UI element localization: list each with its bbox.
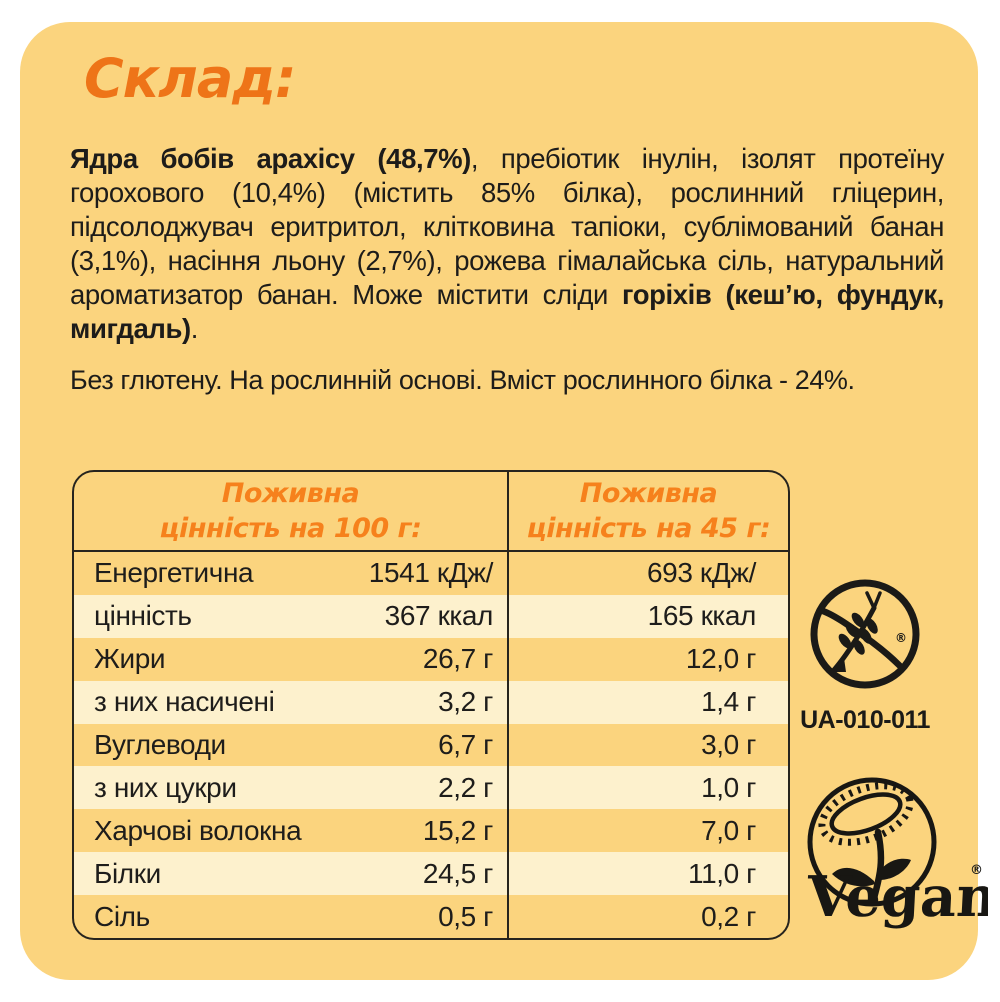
value-per-45g: 165 ккал — [647, 600, 757, 632]
table-row: цінність 367 ккал 165 ккал — [74, 594, 788, 638]
nutrient-label: Жири — [94, 643, 166, 675]
value-per-45g: 12,0 г — [685, 643, 756, 675]
value-per-100g: 1541 кДж/ — [324, 552, 509, 595]
vegan-sunflower-icon: Vegan ® — [805, 777, 999, 930]
column-header-per-45g: Поживна цінність на 45 г: — [526, 478, 771, 544]
value-per-45g: 693 кДж/ — [646, 557, 756, 589]
nutrition-table: Поживна цінність на 100 г: Поживна цінні… — [72, 470, 790, 940]
registered-mark: ® — [970, 863, 983, 878]
value-per-100g: 15,2 г — [324, 809, 509, 853]
value-per-45g: 0,2 г — [701, 900, 756, 932]
value-per-100g: 0,5 г — [324, 895, 509, 938]
value-per-100g: 2,2 г — [324, 766, 509, 810]
nutrient-label: з них насичені — [94, 686, 275, 718]
gluten-free-certification: ® UA-010-011 — [790, 574, 940, 735]
value-per-100g: 6,7 г — [324, 723, 509, 767]
registered-mark: ® — [895, 631, 907, 645]
vegan-word: Vegan — [805, 864, 988, 930]
nutrient-label: цінність — [94, 600, 192, 632]
value-per-100g: 3,2 г — [324, 680, 509, 724]
gluten-free-code: UA-010-011 — [800, 706, 930, 734]
table-row: Харчові волокна 15,2 г 7,0 г — [74, 809, 788, 853]
gluten-free-crossed-grain-icon: ® — [810, 579, 920, 689]
table-row: Жири 26,7 г 12,0 г — [74, 637, 788, 681]
value-per-45g: 3,0 г — [701, 729, 756, 760]
table-row: з них цукри 2,2 г 1,0 г — [74, 766, 788, 810]
nutrient-label: Білки — [94, 857, 161, 889]
value-per-45g: 7,0 г — [701, 814, 756, 846]
table-row: Вуглеводи 6,7 г 3,0 г — [74, 723, 788, 767]
ingredient-bold-run: Ядра бобів арахісу (48,7%) — [70, 143, 471, 174]
value-per-100g: 26,7 г — [324, 637, 509, 681]
nutrient-label: з них цукри — [94, 771, 237, 803]
ingredient-text-run: . — [190, 313, 199, 344]
column-header-per-100g: Поживна цінність на 100 г: — [74, 472, 509, 550]
nutrient-label: Сіль — [94, 900, 150, 932]
value-per-45g: 1,4 г — [701, 686, 756, 718]
value-per-100g: 24,5 г — [324, 852, 509, 896]
label-card: Склад: Ядра бобів арахісу (48,7%), пребі… — [20, 22, 999, 980]
table-row: Білки 24,5 г 11,0 г — [74, 852, 788, 896]
nutrition-table-body: Енергетична 1541 кДж/693 кДж/цінність 367 … — [74, 552, 788, 938]
page-title: Склад: — [84, 47, 296, 110]
nutrient-label: Харчові волокна — [94, 814, 302, 846]
table-row: з них насичені 3,2 г 1,4 г — [74, 680, 788, 724]
ingredient-text-run: , пребіотик інулін, ізолят протеїну горо… — [70, 143, 944, 310]
value-per-45g: 1,0 г — [701, 771, 756, 803]
ingredients-text: Ядра бобів арахісу (48,7%), пребіотик ін… — [70, 142, 944, 346]
table-row: Сіль 0,5 г 0,2 г — [74, 895, 788, 938]
value-per-100g: 367 ккал — [324, 594, 509, 638]
nutrient-label: Вуглеводи — [94, 729, 226, 760]
nutrient-label: Енергетична — [94, 557, 254, 589]
ingredient-bold-run: горіхів (кеш’ю, фундук, мигдаль) — [70, 279, 944, 344]
value-per-45g: 11,0 г — [687, 857, 756, 889]
table-row: Енергетична 1541 кДж/693 кДж/ — [74, 552, 788, 595]
vegan-certification: Vegan ® — [788, 768, 999, 933]
claims-text: Без глютену. На рослинній основі. Вміст … — [70, 365, 855, 395]
nutrition-table-header: Поживна цінність на 100 г: Поживна цінні… — [74, 472, 788, 552]
